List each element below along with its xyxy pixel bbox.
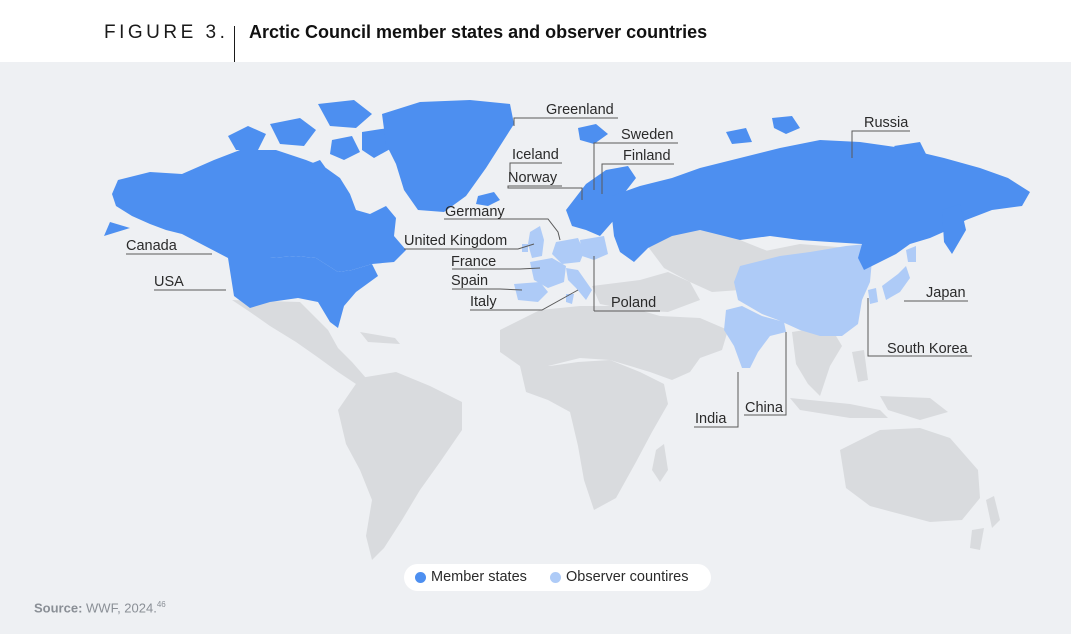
label-canada: Canada [126, 238, 178, 254]
world-map: Greenland Sweden Russia Iceland Finland … [104, 100, 1030, 560]
label-iceland: Iceland [512, 147, 559, 163]
label-united-kingdom: United Kingdom [404, 233, 507, 249]
legend-observer-label: Observer countires [566, 569, 689, 585]
label-usa: USA [154, 274, 184, 290]
label-italy: Italy [470, 294, 497, 310]
label-poland: Poland [611, 295, 656, 311]
source-footnote: 46 [156, 600, 166, 609]
label-russia: Russia [864, 115, 909, 131]
label-south-korea: South Korea [887, 341, 969, 357]
map-legend: Member states Observer countires [404, 564, 711, 591]
figure-number: FIGURE 3. [104, 22, 229, 43]
label-india: India [695, 411, 727, 427]
legend-member-label: Member states [431, 569, 527, 585]
label-greenland: Greenland [546, 102, 614, 118]
map-panel: Greenland Sweden Russia Iceland Finland … [0, 62, 1071, 634]
country-labels: Greenland Sweden Russia Iceland Finland … [126, 102, 969, 427]
source-text: WWF, 2024. [86, 600, 157, 616]
member-states [104, 100, 1030, 328]
label-spain: Spain [451, 273, 488, 289]
observer-countries [514, 226, 916, 368]
legend-item-member: Member states [415, 569, 527, 585]
leader-lines [126, 117, 972, 428]
label-finland: Finland [623, 148, 671, 164]
label-norway: Norway [508, 170, 558, 186]
source-label: Source: [34, 600, 83, 616]
label-france: France [451, 254, 496, 270]
figure-title: Arctic Council member states and observe… [249, 22, 708, 42]
figure-header: FIGURE 3. Arctic Council member states a… [0, 0, 1071, 62]
label-japan: Japan [926, 285, 966, 301]
member-dot-icon [415, 571, 426, 583]
header-divider [234, 26, 235, 62]
label-germany: Germany [445, 204, 505, 220]
label-china: China [745, 400, 784, 416]
observer-dot-icon [550, 571, 561, 583]
label-sweden: Sweden [621, 127, 673, 143]
source-note: Source: WWF, 2024.46 [34, 600, 166, 615]
legend-item-observer: Observer countires [550, 569, 689, 585]
